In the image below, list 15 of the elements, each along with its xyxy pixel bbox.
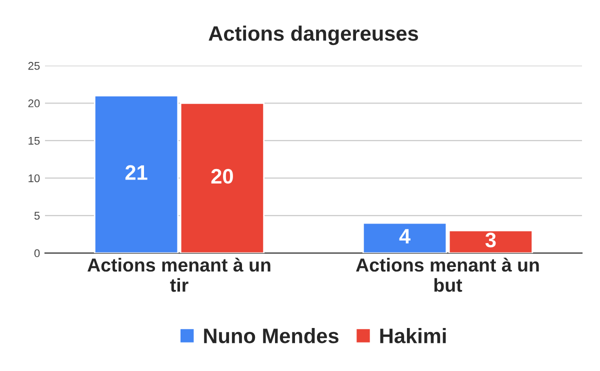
data-label: 4 [399, 229, 410, 244]
y-tick-label: 15 [28, 136, 40, 145]
y-tick-label: 20 [28, 99, 40, 108]
legend-label: Hakimi [380, 328, 446, 344]
y-tick-label: 0 [34, 249, 40, 258]
data-label: 20 [211, 168, 233, 184]
y-tick-label: 25 [28, 62, 40, 70]
x-tick-label: Actions menant à un tir [88, 258, 270, 292]
legend-label: Nuno Mendes [204, 328, 338, 344]
chart-title: Actions dangereuses [208, 26, 418, 46]
x-tick-label: Actions menant à un but [356, 258, 539, 292]
y-tick-label: 5 [34, 212, 40, 220]
data-label: 21 [125, 165, 148, 180]
data-label: 3 [485, 232, 496, 248]
y-tick-label: 10 [28, 174, 40, 182]
